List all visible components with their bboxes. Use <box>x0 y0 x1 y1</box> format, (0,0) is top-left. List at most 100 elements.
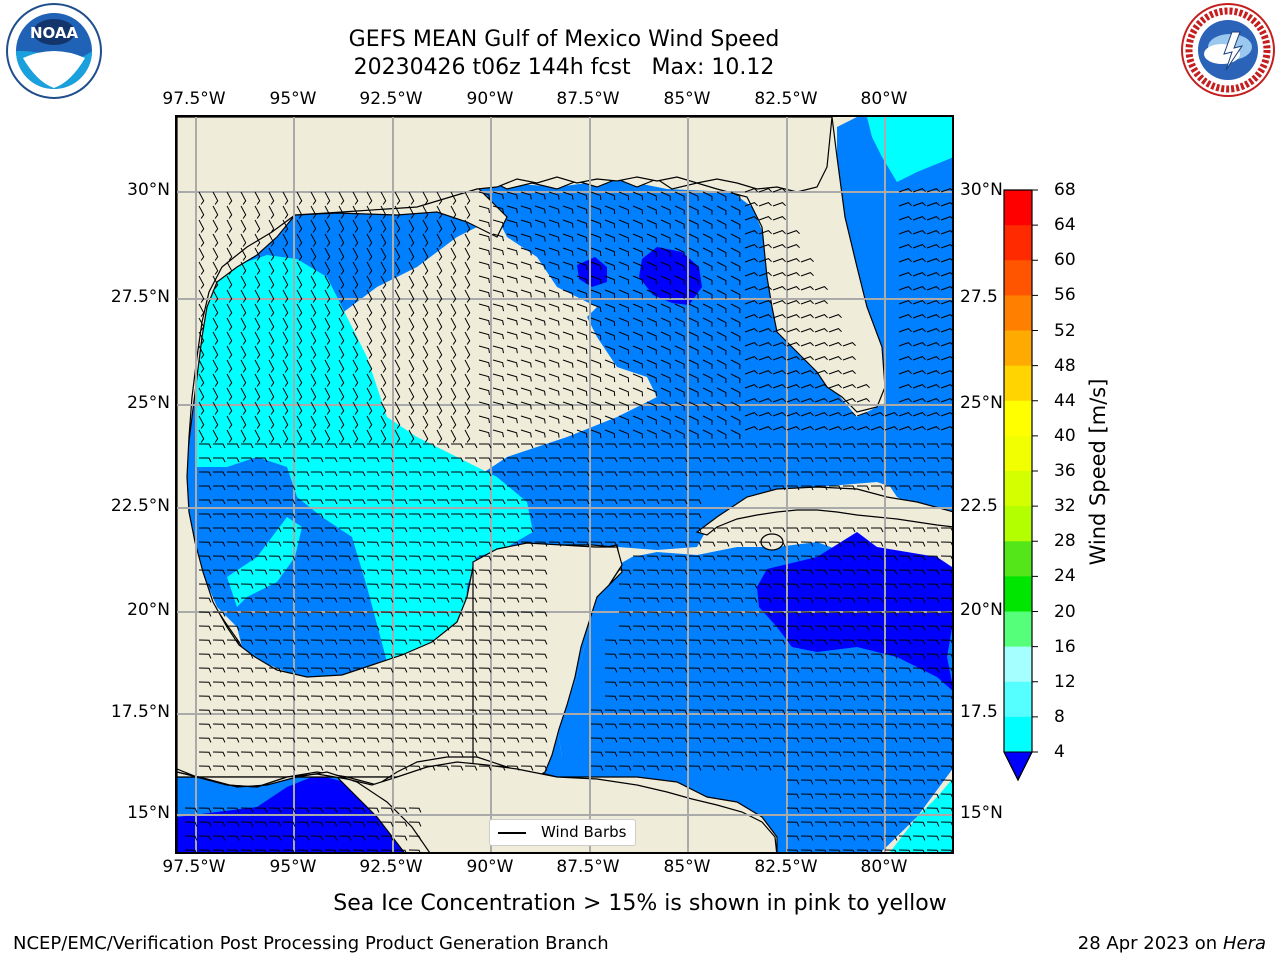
wind-barb <box>730 415 741 426</box>
wind-barb <box>324 681 338 687</box>
footer-credit: NCEP/EMC/Verification Post Processing Pr… <box>13 933 609 954</box>
wind-barb <box>478 681 492 687</box>
wind-barb <box>492 401 504 410</box>
wind-barb <box>492 639 506 645</box>
wind-barb <box>590 345 602 355</box>
wind-barb <box>338 737 352 743</box>
wind-barb <box>745 443 758 449</box>
wind-barb <box>828 653 842 659</box>
wind-barb <box>786 541 800 547</box>
wind-barb <box>884 821 898 827</box>
wind-barb <box>772 639 786 645</box>
wind-barb <box>576 415 588 424</box>
wind-barb <box>352 639 366 645</box>
wind-barb <box>296 219 303 233</box>
wind-barb <box>856 779 870 785</box>
wind-barb <box>366 373 373 387</box>
wind-barb <box>338 289 345 303</box>
wind-barb <box>758 342 772 347</box>
wind-barb <box>310 569 324 575</box>
wind-barb <box>520 247 532 256</box>
wind-barb <box>198 191 205 205</box>
wind-barb <box>576 359 588 368</box>
wind-barb <box>436 709 450 715</box>
wind-barb <box>507 527 520 533</box>
lon-bottom-label: 82.5°W <box>754 857 818 877</box>
wind-barb <box>856 555 870 561</box>
wind-barb <box>394 835 408 841</box>
wind-barb <box>352 219 359 233</box>
wind-barb <box>660 205 671 215</box>
wind-barb <box>688 569 702 575</box>
wind-barb <box>688 219 699 229</box>
wind-barb <box>703 443 716 449</box>
wind-barb <box>604 247 616 257</box>
wind-barb <box>423 457 436 463</box>
wind-barb <box>240 205 247 219</box>
wind-barb <box>226 233 233 247</box>
wind-barb <box>507 457 520 463</box>
wind-barb <box>730 219 741 230</box>
wind-barb <box>324 261 331 275</box>
wind-barb <box>422 429 429 443</box>
wind-barb <box>240 247 247 261</box>
wind-barb <box>255 499 268 505</box>
wind-barb <box>786 709 800 715</box>
wind-barb <box>772 426 786 431</box>
wind-barb <box>408 625 422 631</box>
wind-barb <box>282 205 289 219</box>
wind-barb <box>534 625 548 631</box>
wind-barb <box>521 443 534 449</box>
wind-barb <box>646 625 660 631</box>
wind-barb <box>912 723 926 729</box>
wind-barb <box>282 387 289 401</box>
wind-barb <box>898 779 912 785</box>
wind-barb <box>268 625 282 631</box>
wind-barb <box>590 751 604 757</box>
wind-barb <box>730 569 744 575</box>
wind-barb <box>786 849 799 852</box>
wind-barb <box>674 611 688 617</box>
wind-barb <box>241 457 254 463</box>
wind-barb <box>758 384 772 389</box>
wind-barb <box>842 793 856 799</box>
wind-barb <box>310 331 317 345</box>
wind-barb <box>310 275 317 289</box>
wind-barb <box>800 667 814 673</box>
wind-barb <box>660 345 671 355</box>
wind-barb <box>870 569 884 575</box>
wind-barb <box>520 289 532 298</box>
wind-barb <box>436 303 443 317</box>
wind-barb <box>310 681 324 687</box>
wind-barb <box>576 541 590 547</box>
wind-barb <box>604 737 618 743</box>
wind-barb <box>339 513 352 519</box>
wind-barb <box>730 541 744 547</box>
wind-barb <box>940 611 952 616</box>
wind-barb <box>408 191 415 205</box>
wind-barb <box>856 426 870 431</box>
wind-barb <box>521 527 534 533</box>
wind-barb <box>646 751 660 757</box>
wind-barb <box>226 625 240 631</box>
wind-barb <box>506 583 520 589</box>
wind-barb <box>492 387 504 396</box>
wind-barb <box>521 513 534 519</box>
wind-barb <box>800 356 814 361</box>
wind-barb <box>548 233 560 242</box>
wind-barb <box>240 275 247 289</box>
wind-barb <box>562 359 574 368</box>
wind-barb <box>717 485 730 491</box>
wind-barb <box>310 415 317 429</box>
wind-barb <box>520 667 534 673</box>
wind-barb <box>479 513 492 519</box>
wind-barb <box>408 205 415 219</box>
wind-barb <box>450 415 457 429</box>
lat-left-label: 25°N <box>127 393 170 413</box>
wind-barb <box>926 779 940 785</box>
wind-barb <box>226 569 240 575</box>
wind-barb <box>576 205 588 214</box>
wind-barb <box>366 429 373 443</box>
wind-barb <box>660 541 674 547</box>
lon-bottom-label: 97.5°W <box>162 857 226 877</box>
